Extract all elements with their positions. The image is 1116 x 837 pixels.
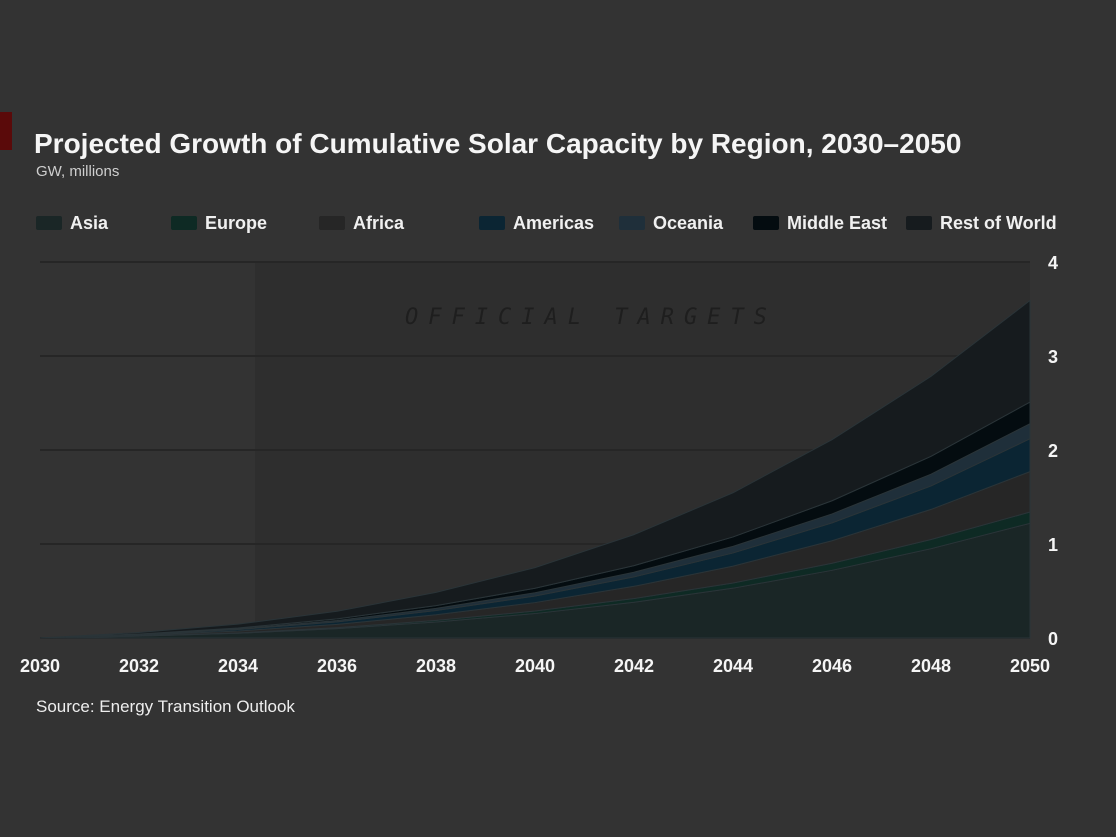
chart-title: Projected Growth of Cumulative Solar Cap… [34, 128, 962, 159]
area-rest-of-world [39, 299, 1031, 639]
x-tick-label-2050: 2050 [1010, 656, 1050, 676]
legend-swatch-oceania [619, 216, 645, 230]
y-tick-label-3: 3 [1048, 347, 1058, 367]
legend-swatch-asia [36, 216, 62, 230]
legend-item-africa: Africa [319, 208, 404, 238]
legend-item-oceania: Oceania [619, 208, 723, 238]
legend-swatch-europe [171, 216, 197, 230]
x-tick-label-2036: 2036 [317, 656, 357, 676]
legend-label-rest-of-world: Rest of World [940, 212, 1057, 233]
legend-label-middle-east: Middle East [787, 212, 888, 233]
y-tick-label-1: 1 [1048, 535, 1058, 555]
x-tick-label-2040: 2040 [515, 656, 555, 676]
y-tick-label-0: 0 [1048, 629, 1058, 649]
legend-item-middle-east: Middle East [753, 208, 887, 238]
chart-annotation: OFFICIAL TARGETS [405, 305, 777, 330]
y-tick-label-4: 4 [1048, 253, 1058, 273]
legend-label-africa: Africa [353, 212, 405, 233]
x-tick-label-2032: 2032 [119, 656, 159, 676]
x-tick-label-2044: 2044 [713, 656, 753, 676]
legend-label-oceania: Oceania [653, 212, 724, 233]
legend-swatch-rest-of-world [906, 216, 932, 230]
x-tick-label-2046: 2046 [812, 656, 852, 676]
chart-legend: Asia Europe Africa Americas Oceania Middle Ea… [36, 208, 1086, 238]
legend-label-europe: Europe [205, 212, 268, 233]
x-tick-label-2048: 2048 [911, 656, 951, 676]
chart-source: Source: Energy Transition Outlook [36, 697, 295, 716]
x-tick-label-2030: 2030 [20, 656, 60, 676]
x-tick-label-2038: 2038 [416, 656, 456, 676]
x-tick-label-2034: 2034 [218, 656, 258, 676]
legend-item-americas: Americas [479, 208, 594, 238]
legend-item-europe: Europe [171, 208, 267, 238]
legend-swatch-middle-east [753, 216, 779, 230]
chart-subtitle: GW, millions [36, 163, 120, 180]
legend-item-asia: Asia [36, 208, 108, 238]
legend-item-rest-of-world: Rest of World [906, 208, 1057, 238]
legend-label-americas: Americas [513, 212, 595, 233]
legend-swatch-americas [479, 216, 505, 230]
legend-swatch-africa [319, 216, 345, 230]
y-tick-label-2: 2 [1048, 441, 1058, 461]
x-tick-label-2042: 2042 [614, 656, 654, 676]
title-accent-bar [0, 112, 12, 150]
legend-label-asia: Asia [70, 212, 109, 233]
